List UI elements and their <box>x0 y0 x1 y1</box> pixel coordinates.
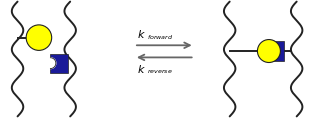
Circle shape <box>26 25 52 50</box>
Text: $k$: $k$ <box>137 28 145 40</box>
Text: $_{forward}$: $_{forward}$ <box>147 33 173 42</box>
Bar <box>50 54 68 73</box>
Bar <box>267 41 284 61</box>
Text: $k$: $k$ <box>137 63 145 75</box>
Wedge shape <box>50 58 56 69</box>
Text: $_{reverse}$: $_{reverse}$ <box>147 67 172 76</box>
Circle shape <box>257 40 280 63</box>
